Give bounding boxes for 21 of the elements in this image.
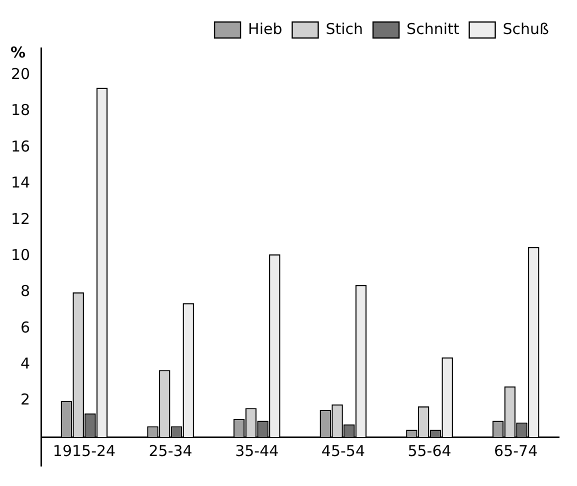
- y-tick-label: 18: [10, 101, 30, 120]
- y-axis-title: %: [10, 43, 26, 62]
- legend-label: Schuß: [502, 20, 550, 38]
- x-tick-label: 65-74: [494, 442, 538, 460]
- x-tick-label: 35-44: [235, 442, 279, 460]
- y-tick-label: 2: [20, 390, 30, 409]
- y-tick-label: 14: [10, 174, 30, 192]
- y-tick-label: 8: [20, 282, 30, 300]
- x-tick-label: 55-64: [408, 442, 452, 460]
- y-tick-label: 4: [20, 354, 30, 373]
- legend-label: Stich: [326, 20, 364, 38]
- y-tick-label: 6: [20, 318, 30, 336]
- y-tick-label: 10: [10, 246, 30, 264]
- y-tick-label: 16: [10, 137, 30, 156]
- y-tick-label: 12: [10, 210, 30, 228]
- x-tick-label: 25-34: [148, 442, 192, 460]
- x-tick-label: 45-54: [321, 442, 365, 460]
- legend-label: Schnitt: [406, 20, 460, 38]
- legend-label: Hieb: [248, 20, 282, 38]
- x-tick-label: 1915-24: [52, 442, 116, 460]
- y-tick-label: 20: [10, 65, 30, 84]
